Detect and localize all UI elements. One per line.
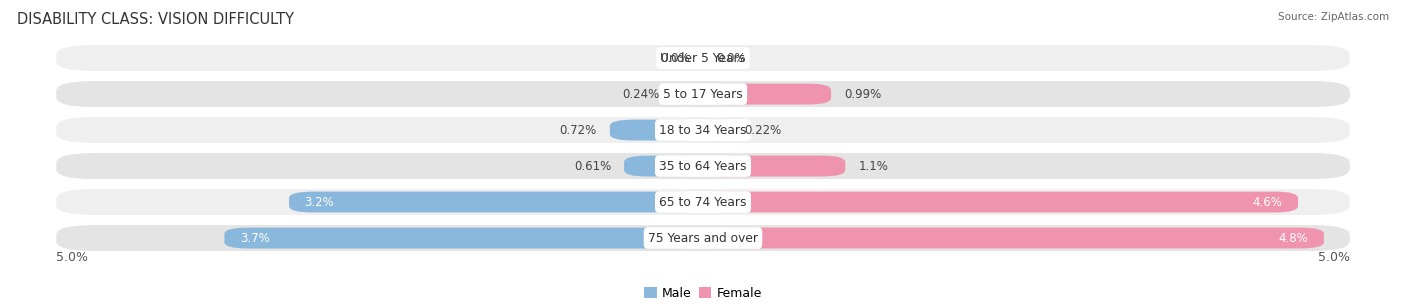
Text: 5.0%: 5.0%	[1317, 251, 1350, 264]
Text: Source: ZipAtlas.com: Source: ZipAtlas.com	[1278, 12, 1389, 22]
FancyBboxPatch shape	[703, 228, 1324, 248]
Text: 4.6%: 4.6%	[1253, 195, 1282, 209]
FancyBboxPatch shape	[225, 228, 703, 248]
FancyBboxPatch shape	[703, 156, 845, 177]
Text: 0.99%: 0.99%	[844, 88, 882, 101]
Text: 0.24%: 0.24%	[621, 88, 659, 101]
Text: DISABILITY CLASS: VISION DIFFICULTY: DISABILITY CLASS: VISION DIFFICULTY	[17, 12, 294, 27]
FancyBboxPatch shape	[56, 189, 1350, 215]
FancyBboxPatch shape	[56, 225, 1350, 251]
Text: 0.72%: 0.72%	[560, 123, 598, 136]
FancyBboxPatch shape	[624, 156, 703, 177]
Text: 0.0%: 0.0%	[661, 52, 690, 64]
FancyBboxPatch shape	[703, 192, 1298, 212]
Text: 75 Years and over: 75 Years and over	[648, 232, 758, 244]
Text: 1.1%: 1.1%	[858, 160, 889, 173]
FancyBboxPatch shape	[56, 45, 1350, 71]
Text: 65 to 74 Years: 65 to 74 Years	[659, 195, 747, 209]
FancyBboxPatch shape	[290, 192, 703, 212]
FancyBboxPatch shape	[672, 84, 703, 105]
FancyBboxPatch shape	[610, 120, 703, 140]
FancyBboxPatch shape	[56, 81, 1350, 107]
FancyBboxPatch shape	[703, 84, 831, 105]
Text: 3.2%: 3.2%	[305, 195, 335, 209]
Text: 18 to 34 Years: 18 to 34 Years	[659, 123, 747, 136]
Text: 0.0%: 0.0%	[716, 52, 745, 64]
Text: 35 to 64 Years: 35 to 64 Years	[659, 160, 747, 173]
Text: 5 to 17 Years: 5 to 17 Years	[664, 88, 742, 101]
Text: 4.8%: 4.8%	[1278, 232, 1309, 244]
Text: Under 5 Years: Under 5 Years	[661, 52, 745, 64]
FancyBboxPatch shape	[56, 153, 1350, 179]
Text: 3.7%: 3.7%	[240, 232, 270, 244]
Text: 0.61%: 0.61%	[574, 160, 612, 173]
Legend: Male, Female: Male, Female	[640, 282, 766, 304]
Text: 5.0%: 5.0%	[56, 251, 89, 264]
FancyBboxPatch shape	[56, 117, 1350, 143]
FancyBboxPatch shape	[703, 120, 731, 140]
Text: 0.22%: 0.22%	[744, 123, 782, 136]
